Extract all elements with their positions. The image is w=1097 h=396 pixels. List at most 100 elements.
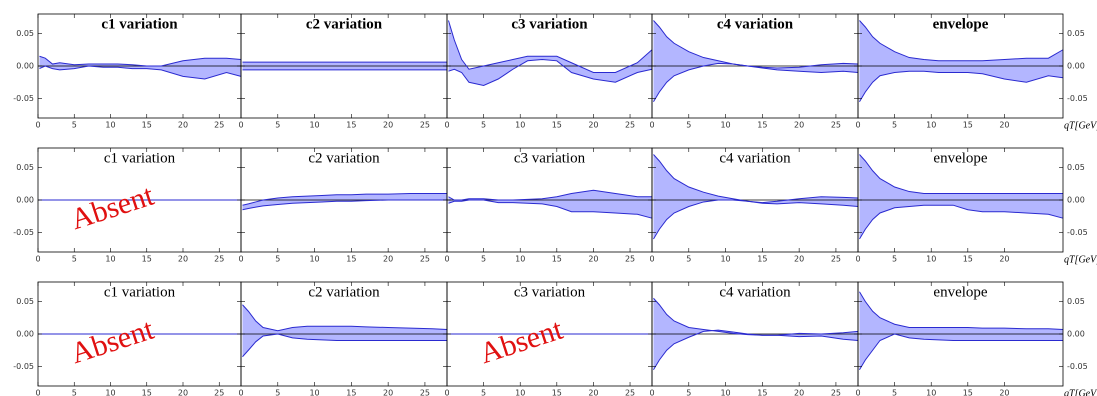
x-tick-label: 25 xyxy=(831,389,841,396)
upper-line xyxy=(859,20,1064,62)
x-tick-label: 10 xyxy=(309,121,319,130)
band-fill xyxy=(242,193,447,210)
panel-title: c1 variation xyxy=(104,284,176,300)
x-tick-label: 25 xyxy=(420,121,430,130)
y-tick-label: 0.00 xyxy=(16,62,34,71)
x-tick-label: 20 xyxy=(588,389,598,396)
lower-line xyxy=(859,204,1064,240)
x-tick-label: 15 xyxy=(757,389,767,396)
x-tick-label: 5 xyxy=(686,121,691,130)
band-fill xyxy=(859,291,1063,370)
x-tick-label: 20 xyxy=(999,121,1009,130)
band-fill xyxy=(448,190,652,219)
band-fill xyxy=(448,20,652,86)
x-tick-label: 20 xyxy=(383,255,393,264)
panel-title: c2 variation xyxy=(306,16,383,32)
upper-line xyxy=(39,55,242,67)
x-axis-label: qT[GeV] xyxy=(1064,254,1097,265)
panel-title: c4 variation xyxy=(719,284,791,300)
x-tick-label: 15 xyxy=(346,389,356,396)
y-tick-label: 0.05 xyxy=(16,297,34,306)
y-tick-label: 0.00 xyxy=(16,330,34,339)
panel-title: c3 variation xyxy=(514,150,586,166)
x-tick-label: 25 xyxy=(625,121,635,130)
band-fill xyxy=(39,56,242,79)
y-tick-label: 0.05 xyxy=(1067,297,1085,306)
x-tick-label: 5 xyxy=(892,389,897,396)
x-tick-label: 5 xyxy=(686,255,691,264)
x-tick-label: 10 xyxy=(105,255,115,264)
x-axis-label: qT[GeV] xyxy=(1064,388,1097,396)
lower-line xyxy=(448,199,653,219)
upper-line xyxy=(447,20,653,73)
x-tick-label: 25 xyxy=(625,255,635,264)
x-tick-label: 25 xyxy=(625,389,635,396)
y-tick-label: -0.05 xyxy=(1067,94,1088,103)
y-tick-label: 0.00 xyxy=(1067,62,1085,71)
x-tick-label: 0 xyxy=(238,389,243,396)
lower-line xyxy=(653,62,859,103)
x-tick-label: 20 xyxy=(999,389,1009,396)
x-tick-label: 20 xyxy=(588,121,598,130)
panel-title: c4 variation xyxy=(717,16,794,32)
x-tick-label: 10 xyxy=(515,255,525,264)
x-tick-label: 10 xyxy=(926,255,936,264)
lower-line xyxy=(653,329,859,371)
x-tick-label: 5 xyxy=(72,389,77,396)
x-tick-label: 20 xyxy=(178,121,188,130)
y-tick-label: 0.05 xyxy=(16,29,34,38)
panel-title: c2 variation xyxy=(308,150,380,166)
x-tick-label: 15 xyxy=(142,121,152,130)
lower-line xyxy=(242,199,447,211)
upper-line xyxy=(242,193,447,206)
x-tick-label: 15 xyxy=(346,255,356,264)
x-tick-label: 15 xyxy=(757,255,767,264)
x-tick-label: 0 xyxy=(35,255,40,264)
upper-line xyxy=(448,189,652,201)
x-tick-label: 5 xyxy=(686,389,691,396)
x-tick-label: 20 xyxy=(588,255,598,264)
x-tick-label: 20 xyxy=(999,255,1009,264)
x-tick-label: 5 xyxy=(275,389,280,396)
x-tick-label: 5 xyxy=(892,121,897,130)
band-fill xyxy=(653,154,858,239)
x-tick-label: 15 xyxy=(552,255,562,264)
lower-line xyxy=(242,333,447,358)
x-tick-label: 20 xyxy=(178,389,188,396)
panel-title: c3 variation xyxy=(514,284,586,300)
panel-title: c1 variation xyxy=(104,150,176,166)
x-tick-label: 10 xyxy=(515,121,525,130)
x-tick-label: 10 xyxy=(720,389,730,396)
upper-line xyxy=(859,154,1063,194)
x-tick-label: 20 xyxy=(178,255,188,264)
y-tick-label: -0.05 xyxy=(13,94,34,103)
x-tick-label: 0 xyxy=(649,255,654,264)
y-tick-label: 0.00 xyxy=(1067,196,1085,205)
y-tick-label: -0.05 xyxy=(1067,228,1088,237)
x-tick-label: 10 xyxy=(926,121,936,130)
x-tick-label: 15 xyxy=(142,389,152,396)
x-tick-label: 25 xyxy=(420,389,430,396)
band-fill xyxy=(653,20,858,102)
x-tick-label: 25 xyxy=(831,121,841,130)
x-tick-label: 15 xyxy=(963,255,973,264)
x-tick-label: 15 xyxy=(552,121,562,130)
y-tick-label: 0.00 xyxy=(16,196,34,205)
x-tick-label: 5 xyxy=(275,121,280,130)
x-tick-label: 10 xyxy=(926,389,936,396)
panel-title: envelope xyxy=(933,284,987,300)
x-tick-label: 0 xyxy=(238,255,243,264)
x-tick-label: 15 xyxy=(757,121,767,130)
x-tick-label: 0 xyxy=(444,121,449,130)
x-tick-label: 10 xyxy=(720,121,730,130)
x-tick-label: 15 xyxy=(552,389,562,396)
x-tick-label: 25 xyxy=(214,255,224,264)
x-tick-label: 20 xyxy=(794,121,804,130)
x-tick-label: 20 xyxy=(794,255,804,264)
x-tick-label: 25 xyxy=(214,121,224,130)
x-tick-label: 5 xyxy=(892,255,897,264)
x-tick-label: 10 xyxy=(309,389,319,396)
panel-title: c4 variation xyxy=(719,150,791,166)
x-tick-label: 5 xyxy=(481,255,486,264)
